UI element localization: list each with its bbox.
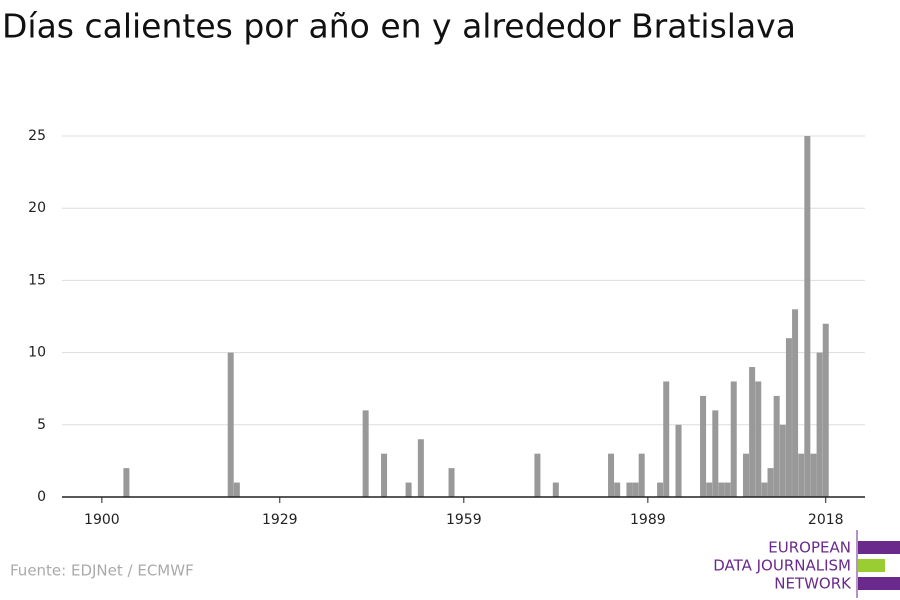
bar <box>749 367 756 497</box>
bar <box>227 352 234 497</box>
bar <box>448 468 455 497</box>
logo: EUROPEAN DATA JOURNALISM NETWORK <box>713 530 900 598</box>
bar <box>608 453 615 497</box>
bar <box>123 468 130 497</box>
bar <box>233 482 240 497</box>
y-tick-label: 0 <box>37 489 46 505</box>
bar <box>755 381 762 497</box>
bar <box>822 323 829 497</box>
bar <box>675 424 682 497</box>
bar <box>362 410 369 497</box>
logo-text: EUROPEAN <box>768 539 851 557</box>
x-tick-label: 1989 <box>630 512 666 528</box>
source: Fuente: EDJNet / ECMWF <box>10 562 194 580</box>
bar <box>381 453 388 497</box>
x-tick-label: 1900 <box>84 512 120 528</box>
x-tick-label: 1959 <box>446 512 482 528</box>
bar <box>810 453 817 497</box>
bar <box>742 453 749 497</box>
bar <box>657 482 664 497</box>
bar <box>779 424 786 497</box>
bar <box>638 453 645 497</box>
chart-title: Días calientes por año en y alrededor Br… <box>2 7 796 46</box>
bar <box>417 439 424 497</box>
y-tick-label: 10 <box>28 345 46 361</box>
bar <box>792 309 799 497</box>
bar <box>718 482 725 497</box>
x-tick-label: 1929 <box>262 512 298 528</box>
logo-bar <box>858 541 900 554</box>
y-tick-label: 5 <box>37 417 46 433</box>
bar <box>730 381 737 497</box>
bar <box>798 453 805 497</box>
bar <box>632 482 639 497</box>
logo-text: DATA JOURNALISM <box>713 557 851 575</box>
logo-bar <box>858 577 900 590</box>
bar <box>804 136 811 497</box>
bar <box>767 468 774 497</box>
bar <box>816 352 823 497</box>
bar <box>614 482 621 497</box>
bar <box>706 482 713 497</box>
x-tick-label: 2018 <box>808 512 844 528</box>
logo-text: NETWORK <box>774 575 852 593</box>
y-tick-label: 20 <box>28 200 46 216</box>
bar <box>761 482 768 497</box>
bar <box>552 482 559 497</box>
bar <box>405 482 412 497</box>
bar <box>712 410 719 497</box>
bar <box>785 338 792 497</box>
y-tick-label: 15 <box>28 272 46 288</box>
logo-bar <box>858 559 885 572</box>
bar <box>626 482 633 497</box>
bar <box>724 482 731 497</box>
bar <box>700 395 707 497</box>
bar <box>773 395 780 497</box>
bar <box>534 453 541 497</box>
bar <box>663 381 670 497</box>
y-tick-label: 25 <box>28 128 46 144</box>
